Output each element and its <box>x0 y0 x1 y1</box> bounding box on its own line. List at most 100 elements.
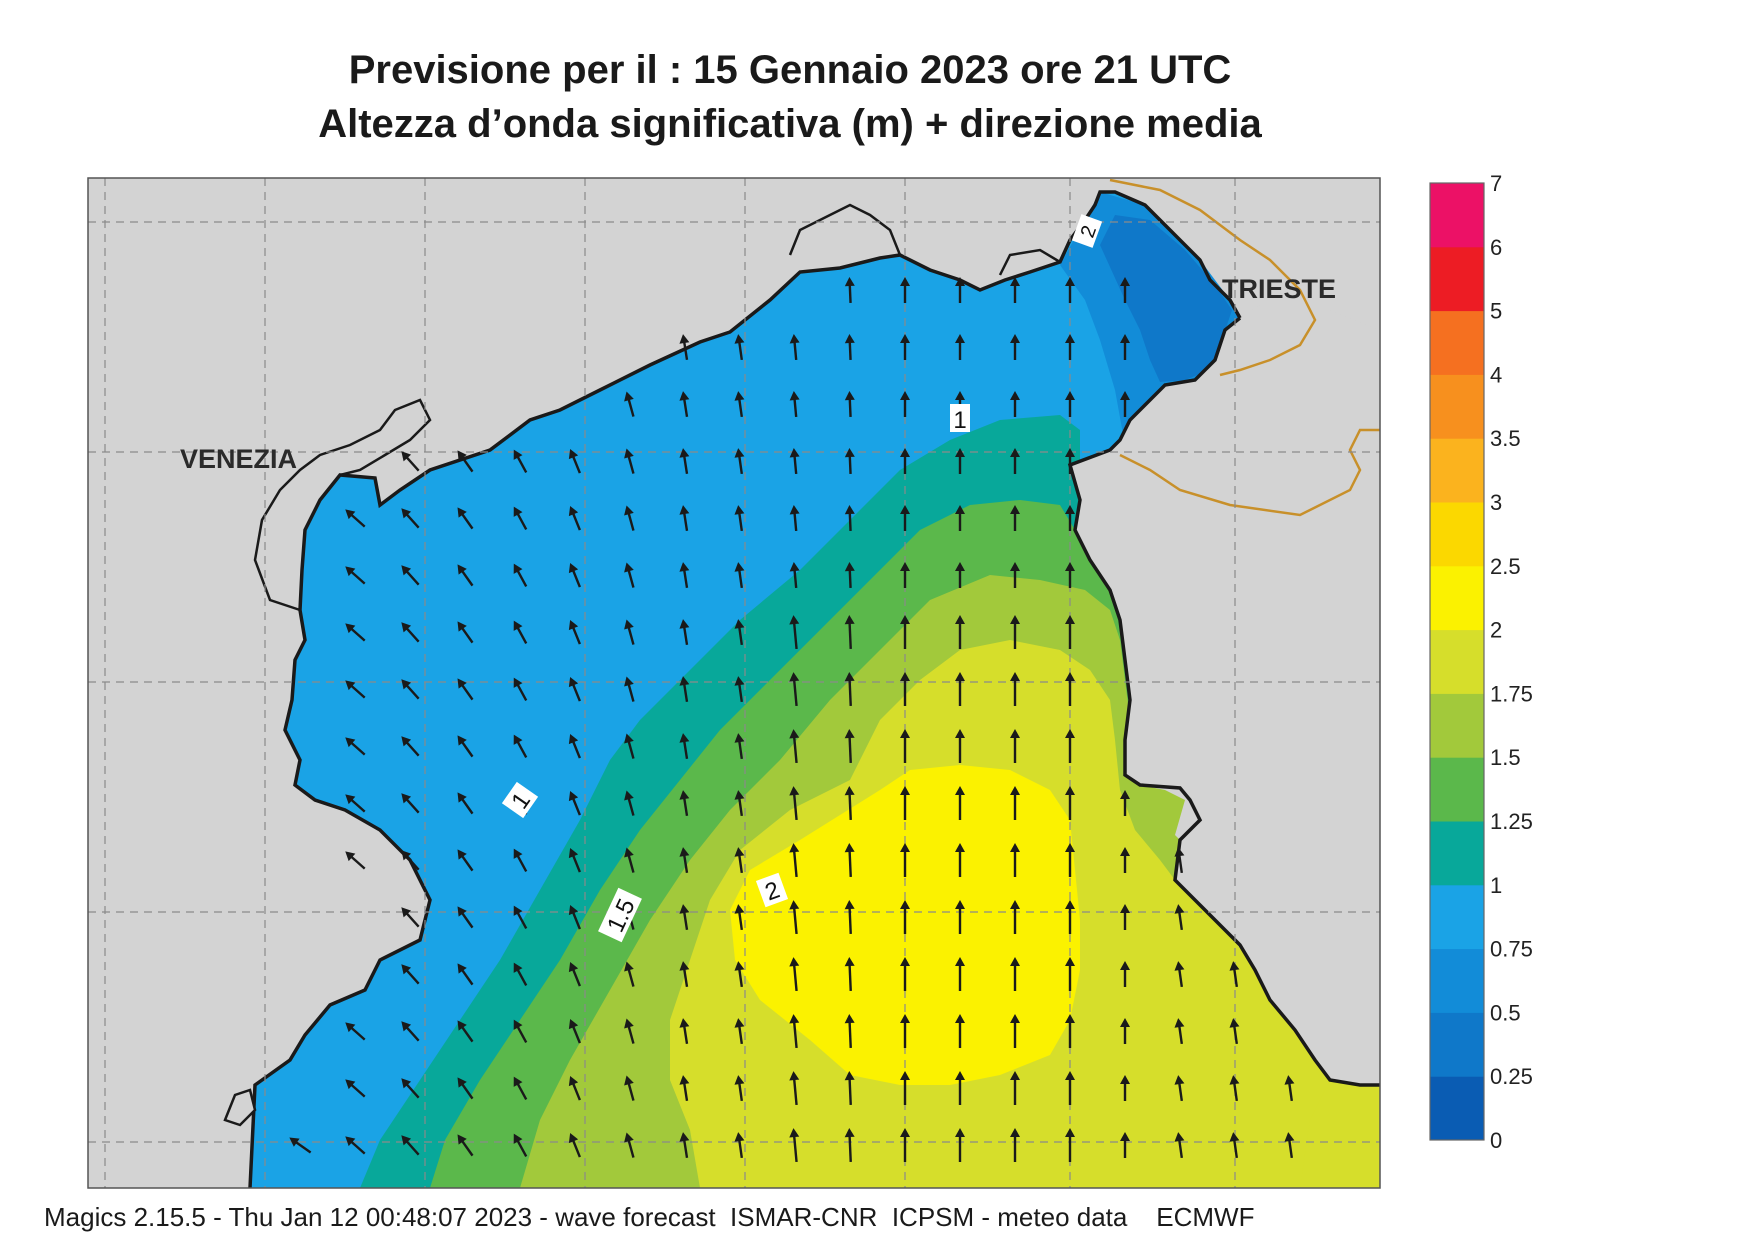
direction-arrow <box>1010 786 1020 820</box>
direction-arrow <box>844 672 855 707</box>
legend-swatch <box>1430 821 1484 886</box>
direction-arrow <box>844 615 855 650</box>
legend-swatch <box>1430 629 1484 694</box>
direction-arrow <box>1010 391 1020 417</box>
map-subtitle: Altezza d’onda significativa (m) + direz… <box>318 102 1262 146</box>
legend-tick-label: 0 <box>1490 1128 1502 1153</box>
direction-arrow <box>679 961 690 988</box>
direction-arrow <box>345 566 366 585</box>
direction-arrow <box>401 565 420 586</box>
direction-arrow <box>568 1018 581 1044</box>
direction-arrow <box>568 733 581 759</box>
direction-arrow <box>401 907 420 928</box>
legend-swatch <box>1430 310 1484 375</box>
direction-arrow <box>734 1075 745 1102</box>
legend-tick-label: 6 <box>1490 235 1502 260</box>
direction-arrow <box>345 1136 366 1155</box>
direction-arrows <box>289 277 1295 1163</box>
direction-arrow <box>624 562 635 588</box>
direction-arrow <box>1120 1132 1130 1158</box>
direction-arrow <box>624 1075 635 1101</box>
direction-arrow <box>679 619 690 646</box>
border-line <box>1109 178 1380 517</box>
direction-arrow <box>624 847 635 873</box>
direction-arrow <box>457 450 474 473</box>
direction-arrow <box>789 562 800 589</box>
direction-arrow <box>513 905 528 929</box>
direction-arrow <box>568 619 581 645</box>
direction-arrow <box>1174 847 1185 874</box>
direction-arrow <box>1010 957 1020 991</box>
direction-arrow <box>789 672 800 707</box>
direction-arrow <box>401 736 420 757</box>
direction-arrow <box>844 843 855 878</box>
direction-arrow <box>844 786 855 821</box>
direction-arrow <box>345 794 366 813</box>
direction-arrow <box>955 786 965 820</box>
direction-arrow <box>844 334 855 361</box>
direction-arrow <box>1010 334 1020 360</box>
direction-arrow <box>734 904 745 931</box>
island-south <box>223 1088 257 1127</box>
direction-arrow <box>457 906 474 929</box>
direction-arrow <box>955 448 965 474</box>
direction-arrow <box>345 851 366 870</box>
legend-tick-label: 2.5 <box>1490 554 1521 579</box>
direction-arrow <box>568 1132 581 1158</box>
direction-arrow <box>789 505 800 532</box>
direction-arrow <box>789 448 800 475</box>
direction-arrow <box>955 1014 965 1048</box>
direction-arrow <box>457 849 474 872</box>
direction-arrow <box>789 334 800 361</box>
sea-south-east <box>1300 1080 1380 1188</box>
direction-arrow <box>624 961 635 987</box>
place-label-trieste: TRIESTE <box>1222 274 1336 304</box>
direction-arrow <box>1174 961 1185 988</box>
legend-tick-label: 2 <box>1490 618 1502 643</box>
direction-arrow <box>401 622 420 643</box>
direction-arrow <box>734 562 745 589</box>
direction-arrow <box>1065 957 1075 991</box>
direction-arrow <box>955 562 965 588</box>
lagoon-outline <box>253 203 1061 612</box>
direction-arrow <box>457 1134 474 1157</box>
direction-arrow <box>900 615 910 649</box>
legend-tick-label: 0.5 <box>1490 1000 1521 1025</box>
direction-arrow <box>513 1076 528 1100</box>
direction-arrow <box>900 391 910 417</box>
legend-swatch <box>1430 565 1484 631</box>
direction-arrow <box>513 506 528 530</box>
map-canvas <box>88 178 1380 1188</box>
direction-arrow <box>513 563 528 587</box>
direction-arrow <box>624 676 635 702</box>
direction-arrow <box>1010 672 1020 706</box>
color-legend: 0 0.25 0.5 0.75 1 1.25 1.5 1.75 2 2.5 3 3.5 4 5 6 7 <box>1429 171 1533 1153</box>
direction-arrow <box>457 507 474 530</box>
direction-arrow <box>679 847 690 874</box>
direction-arrow <box>1010 615 1020 649</box>
direction-arrow <box>1065 448 1075 474</box>
direction-arrow <box>513 848 528 872</box>
direction-arrow <box>955 957 965 991</box>
direction-arrow <box>789 615 800 650</box>
direction-arrow <box>568 961 581 987</box>
direction-arrow <box>1065 615 1075 649</box>
direction-arrow <box>734 733 745 760</box>
direction-arrow <box>734 391 745 418</box>
direction-arrow <box>289 1137 312 1154</box>
direction-arrow <box>401 1021 420 1042</box>
direction-arrow <box>568 676 581 702</box>
direction-arrow <box>900 957 910 991</box>
direction-arrow <box>457 678 474 701</box>
direction-arrow <box>401 679 420 700</box>
direction-arrow <box>624 790 635 816</box>
direction-arrow <box>679 790 690 817</box>
legend-tick-label: 0.25 <box>1490 1064 1533 1089</box>
direction-arrow <box>900 729 910 763</box>
direction-arrow <box>734 334 745 361</box>
direction-arrow <box>1010 562 1020 588</box>
direction-arrow <box>789 957 800 992</box>
legend-tick-label: 1.5 <box>1490 745 1521 770</box>
direction-arrow <box>457 792 474 815</box>
direction-arrow <box>513 1133 528 1157</box>
